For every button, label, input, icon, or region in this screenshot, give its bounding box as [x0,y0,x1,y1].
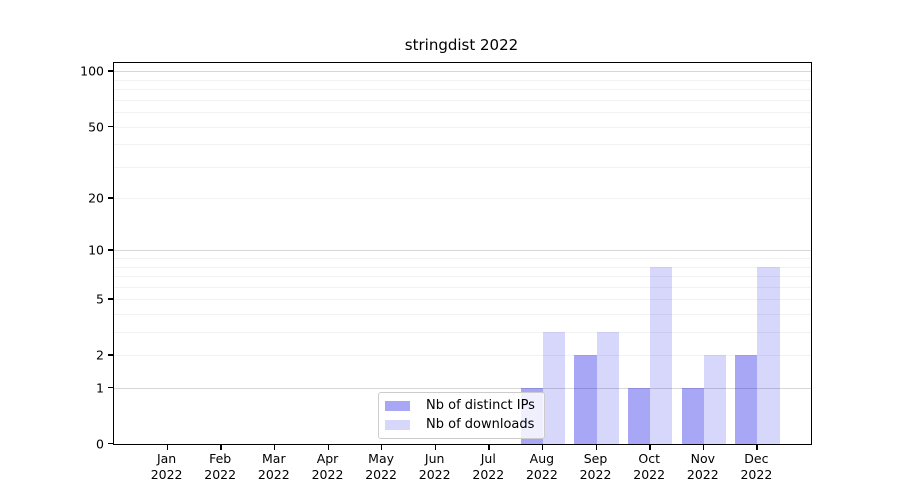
x-axis-tick [595,444,597,451]
bar [703,355,727,444]
x-axis-tick-label: Jul 2022 [472,451,505,482]
x-axis-tick-label: Feb 2022 [204,451,237,482]
chart-title: stringdist 2022 [404,36,519,54]
gridline-minor [114,144,811,146]
gridline-minor [114,126,811,128]
bar [596,332,619,444]
gridline-major [114,250,811,252]
x-axis-tick-label: Jan 2022 [150,451,183,482]
bar [574,355,597,444]
x-axis-tick [541,444,544,451]
gridline-minor [114,99,811,101]
gridline-minor [114,89,811,91]
x-axis-tick [166,444,168,451]
y-axis-tick-label: 2 [96,347,104,363]
y-axis-tick [107,298,114,300]
bar [650,266,673,444]
x-axis-tick-label: Dec 2022 [740,451,773,482]
gridline-minor [114,276,811,278]
y-axis-tick-label: 100 [80,63,104,79]
x-axis-tick [381,444,383,451]
x-axis-tick-label: Nov 2022 [686,451,719,482]
legend-label: Nb of distinct IPs [426,398,535,413]
plot-area [113,62,812,445]
x-axis-tick [434,444,437,451]
x-axis-tick-label: May 2022 [365,451,397,482]
y-axis-tick [107,443,114,445]
gridline-minor [114,266,811,268]
x-axis-tick-label: Sep 2022 [579,451,612,482]
legend-item: Nb of downloads [385,416,535,433]
gridline-minor [114,79,811,81]
legend-label: Nb of downloads [426,417,535,432]
legend-swatch [385,400,410,411]
x-axis-tick-label: Jun 2022 [418,451,451,482]
legend: Nb of distinct IPs Nb of downloads [378,392,545,439]
y-axis-tick [107,197,114,199]
y-axis-tick [107,125,114,127]
y-axis-tick-label: 0 [96,436,104,452]
x-axis-tick-label: Oct 2022 [633,451,666,482]
x-axis-tick [273,444,276,451]
legend-swatch [385,419,410,430]
bar [542,332,566,444]
gridline-minor [114,198,811,200]
gridline-minor [114,355,811,357]
gridline-minor [114,332,811,334]
bar [681,388,704,444]
x-axis-tick [327,444,329,451]
x-axis-tick [488,444,490,451]
legend-item: Nb of distinct IPs [385,397,535,414]
gridline-major [114,71,811,73]
bar [735,355,758,444]
x-axis-tick-label: Apr 2022 [311,451,344,482]
y-axis-tick-label: 5 [96,291,104,307]
gridline-minor [114,286,811,288]
gridline-minor [114,258,811,260]
y-axis-tick [107,70,114,72]
y-axis-tick-label: 20 [88,190,104,206]
x-axis-tick-label: Mar 2022 [257,451,290,482]
x-axis-tick [649,444,651,451]
gridline-minor [114,314,811,315]
x-axis-tick [220,444,222,451]
y-axis-tick [107,249,114,251]
gridline-minor [114,299,811,301]
x-axis-tick [756,444,758,451]
y-axis-tick-label: 50 [88,119,104,134]
x-axis-tick-label: Aug 2022 [525,451,558,482]
gridline-minor [114,166,811,168]
bar-layer [114,63,811,444]
y-axis-tick [107,354,114,356]
grid-layer [114,63,811,444]
x-axis-tick [702,444,705,451]
y-axis-tick-label: 1 [96,380,104,396]
y-axis-tick [107,387,114,389]
gridline-major [114,388,811,389]
y-axis-tick-label: 10 [88,242,104,258]
gridline-minor [114,112,811,114]
bar [757,266,780,444]
bar [627,388,651,444]
